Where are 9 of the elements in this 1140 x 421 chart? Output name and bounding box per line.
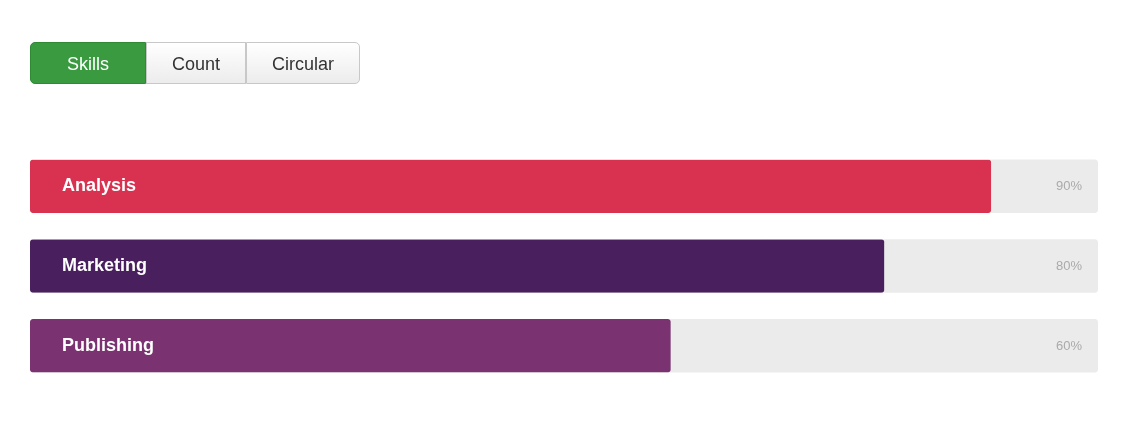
tab-button: Circular: [246, 42, 361, 84]
y-tick-label: Analysis: [62, 175, 137, 196]
data-label: 80%: [1055, 258, 1083, 273]
tab-button: Count: [146, 42, 247, 84]
data-label: 60%: [1055, 337, 1083, 353]
y-tick-label: Publishing: [62, 334, 154, 355]
y-tick-label: Marketing: [62, 255, 148, 275]
tab-button: Skills: [30, 42, 146, 84]
data-label: 90%: [1055, 178, 1083, 194]
